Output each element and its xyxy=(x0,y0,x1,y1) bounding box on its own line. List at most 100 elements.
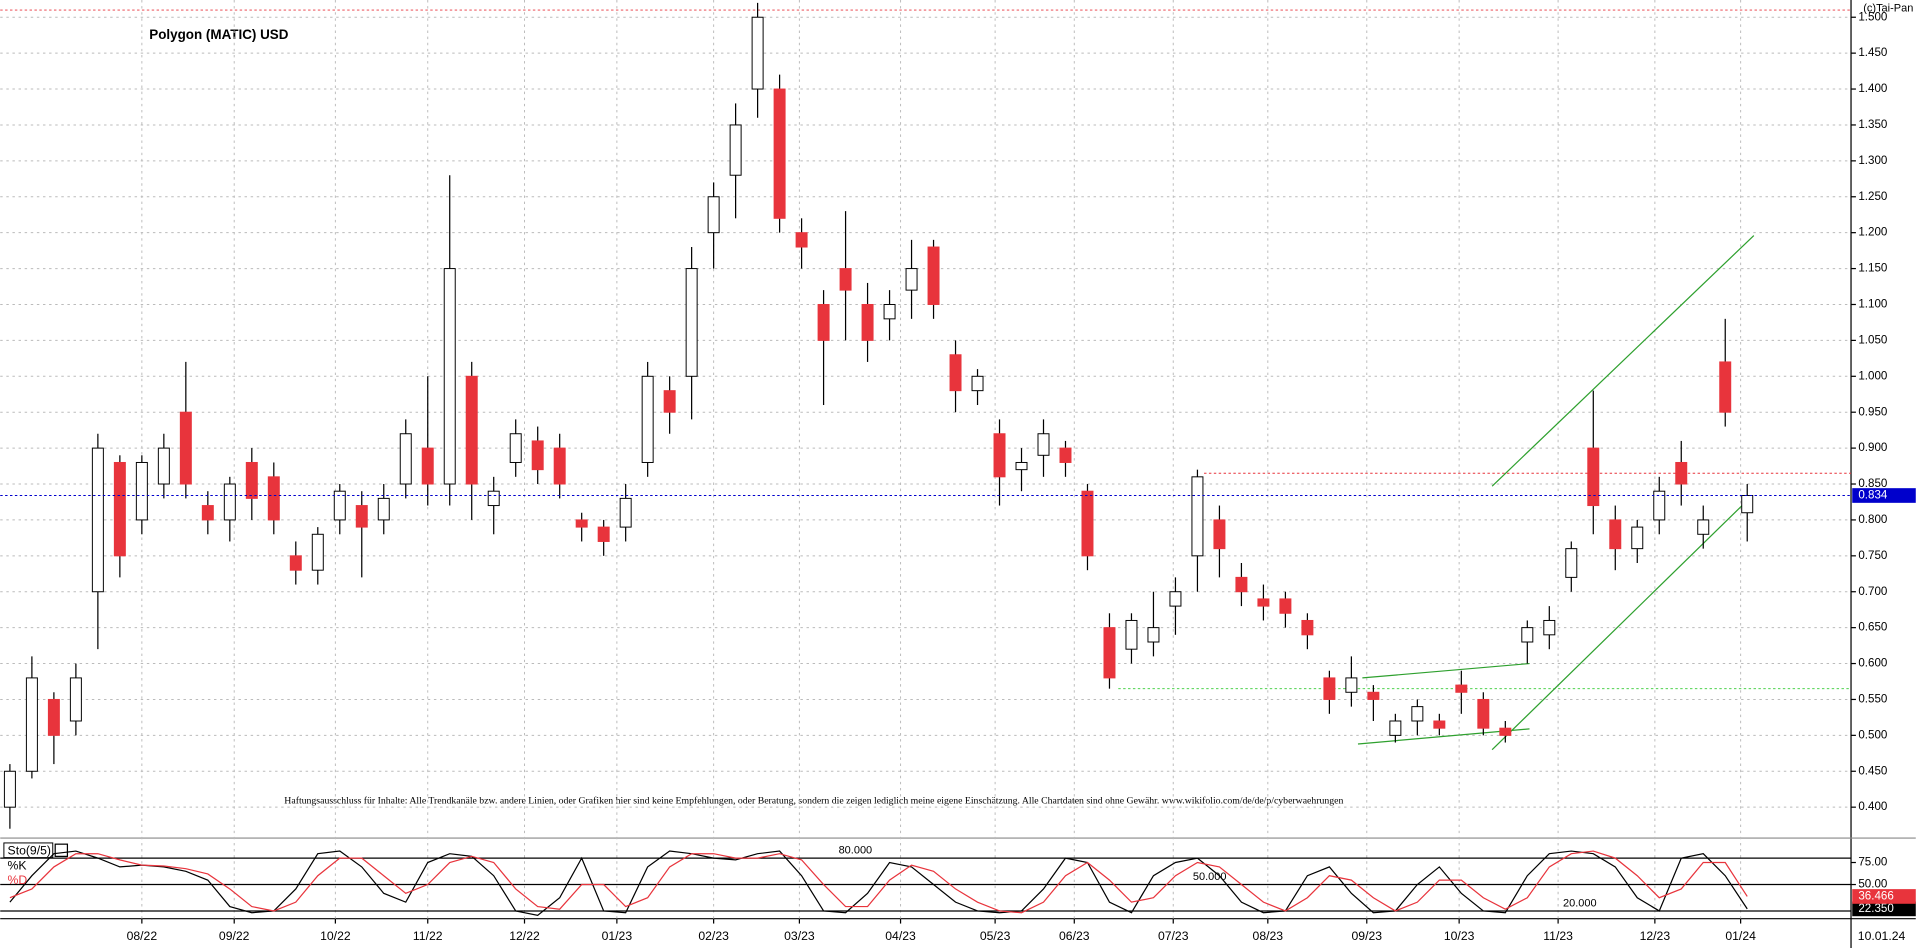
stoch-y-tick-label: 50.00 xyxy=(1858,878,1887,891)
candle-body xyxy=(905,268,918,291)
x-tick-label: 10/23 xyxy=(1444,929,1475,943)
x-tick-label: 09/23 xyxy=(1352,929,1383,943)
candle-body xyxy=(443,268,456,485)
candle-body xyxy=(619,497,632,528)
candle-body xyxy=(1081,490,1094,557)
x-tick-label: 02/23 xyxy=(698,929,729,943)
candle-body xyxy=(377,497,390,521)
candle-body xyxy=(399,433,412,485)
candle-body xyxy=(1279,598,1292,614)
stoch-level-label: 50.000 xyxy=(1193,871,1227,883)
candle-body xyxy=(1147,627,1160,643)
x-tick-label: 11/23 xyxy=(1543,929,1573,943)
y-tick-label: 0.650 xyxy=(1858,621,1887,634)
x-tick-label: 01/24 xyxy=(1725,929,1756,943)
candle-body xyxy=(773,88,786,219)
trendline xyxy=(1362,662,1530,679)
stoch-last-box xyxy=(1852,901,1916,917)
x-tick-label: 05/23 xyxy=(980,929,1011,943)
candle-body xyxy=(135,461,148,521)
candle-body xyxy=(333,490,346,521)
last-date: 10.01.24 xyxy=(1858,929,1906,943)
y-tick-label: 0.850 xyxy=(1858,477,1887,490)
candle-body xyxy=(201,505,214,521)
candle-body xyxy=(861,303,874,341)
stoch-last-box xyxy=(1852,889,1916,904)
stoch-last-label: 36.466 xyxy=(1858,890,1893,903)
y-tick-label: 1.050 xyxy=(1858,333,1887,346)
candle-body xyxy=(707,196,720,234)
candle-body xyxy=(179,411,192,485)
candle-body xyxy=(465,375,478,485)
stoch-level-label: 20.000 xyxy=(1563,898,1597,910)
candle-body xyxy=(157,447,170,485)
y-tick-label: 0.750 xyxy=(1858,549,1887,562)
candle-body xyxy=(1169,591,1182,607)
candle-body xyxy=(1191,476,1204,557)
candle-body xyxy=(949,354,962,392)
y-tick-label: 1.400 xyxy=(1858,82,1887,95)
candle-body xyxy=(1499,727,1512,736)
candle-body xyxy=(685,268,698,377)
y-tick-label: 0.900 xyxy=(1858,441,1887,454)
x-tick-label: 01/23 xyxy=(602,929,633,943)
y-tick-label: 0.450 xyxy=(1858,764,1887,777)
candle-body xyxy=(1521,627,1534,643)
candle-body xyxy=(1653,490,1666,521)
y-tick-label: 1.350 xyxy=(1858,118,1887,131)
trendline xyxy=(1491,500,1748,751)
stoch-legend: %D xyxy=(8,873,28,887)
y-tick-label: 0.400 xyxy=(1858,800,1887,813)
candle-body xyxy=(1719,361,1732,413)
trendline xyxy=(1491,235,1755,487)
y-tick-label: 1.000 xyxy=(1858,369,1887,382)
candle-body xyxy=(1389,720,1402,736)
candle-body xyxy=(1741,495,1754,514)
candle-body xyxy=(245,461,258,499)
candle-body xyxy=(1015,461,1028,471)
x-tick-label: 09/22 xyxy=(219,929,250,943)
candle-body xyxy=(1323,677,1336,700)
indicator-toggle[interactable] xyxy=(54,843,69,857)
x-tick-label: 11/22 xyxy=(413,929,443,943)
stoch-level-label: 80.000 xyxy=(839,845,873,857)
y-tick-label: 1.200 xyxy=(1858,226,1887,239)
candle-body xyxy=(421,447,434,485)
y-tick-label: 1.450 xyxy=(1858,46,1887,59)
stoch-last-label: 22.350 xyxy=(1858,902,1893,915)
candle-body xyxy=(311,533,324,571)
x-tick-label: 08/22 xyxy=(127,929,158,943)
candle-body xyxy=(1697,519,1710,535)
stoch-y-tick-label: 75.00 xyxy=(1858,856,1887,869)
candle-body xyxy=(883,303,896,320)
y-tick-label: 1.100 xyxy=(1858,298,1887,311)
candle-body xyxy=(575,519,588,528)
candle-body xyxy=(267,476,280,521)
candle-body xyxy=(641,375,654,463)
candle-body xyxy=(113,461,126,557)
candle-body xyxy=(91,447,104,593)
candle-body xyxy=(795,232,808,248)
candle-body xyxy=(1609,519,1622,550)
candle-body xyxy=(553,447,566,485)
x-tick-label: 07/23 xyxy=(1158,929,1189,943)
candle-body xyxy=(751,16,764,90)
x-tick-label: 08/23 xyxy=(1253,929,1284,943)
candle-body xyxy=(3,770,16,808)
x-tick-label: 12/22 xyxy=(509,929,540,943)
candle-body xyxy=(1367,691,1380,700)
x-tick-label: 03/23 xyxy=(784,929,815,943)
candle-body xyxy=(597,526,610,542)
y-tick-label: 1.150 xyxy=(1858,262,1887,275)
candle-body xyxy=(47,698,60,736)
candle-body xyxy=(1257,598,1270,607)
y-tick-label: 1.250 xyxy=(1858,190,1887,203)
candle-body xyxy=(223,483,236,521)
candle-body xyxy=(993,433,1006,478)
y-tick-label: 1.500 xyxy=(1858,10,1887,23)
y-tick-label: 0.550 xyxy=(1858,693,1887,706)
candle-body xyxy=(531,440,544,471)
candle-body xyxy=(1455,684,1468,693)
current-price-box xyxy=(1852,488,1916,503)
candle-body xyxy=(355,505,368,528)
